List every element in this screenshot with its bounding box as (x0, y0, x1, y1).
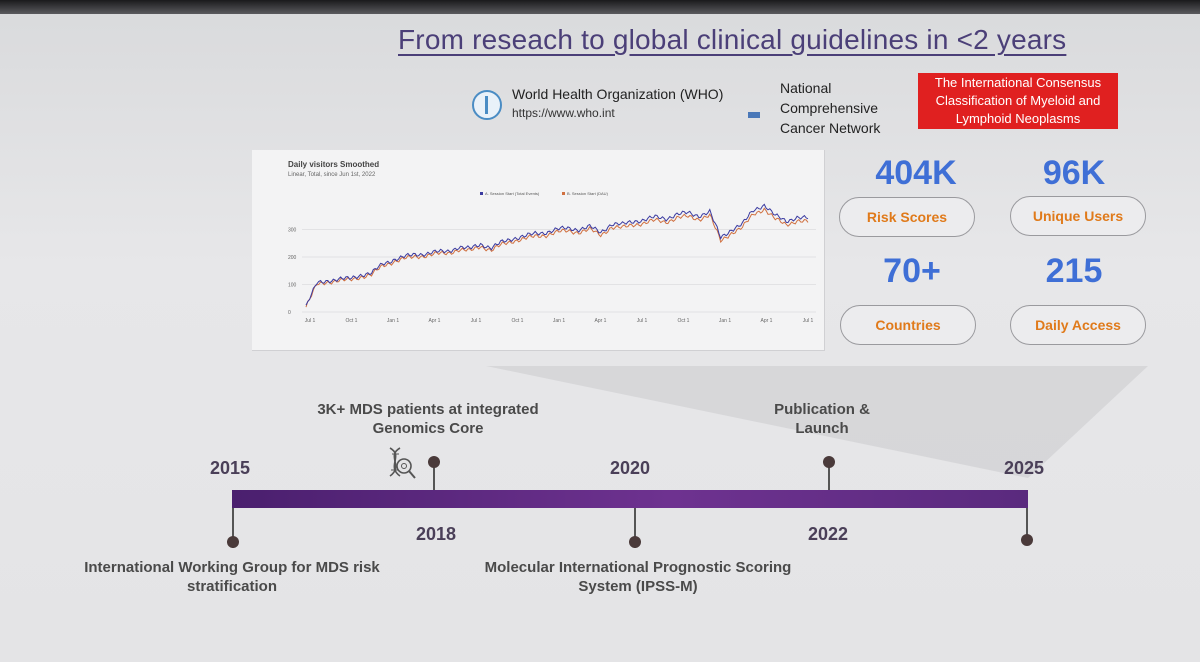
marker-stem-2020 (634, 508, 636, 548)
who-url: https://www.who.int (512, 106, 615, 120)
marker-dot-2022 (823, 456, 835, 468)
chart-panel: Daily visitors Smoothed Linear, Total, s… (252, 150, 825, 351)
stat-pill-countries: Countries (840, 305, 976, 345)
stat-value-countries: 70+ (883, 252, 941, 290)
stat-pill-daily-access: Daily Access (1010, 305, 1146, 345)
x-tick-label: Apr 1 (761, 318, 773, 324)
marker-dot-2018 (428, 456, 440, 468)
marker-dot-2015 (227, 536, 239, 548)
x-tick-label: Jul 1 (305, 318, 316, 324)
y-tick-label: 300 (288, 228, 297, 234)
marker-stem-2015 (232, 508, 234, 548)
stat-value-risk-scores: 404K (875, 154, 957, 192)
x-tick-label: Jul 1 (471, 318, 482, 324)
line-chart: 0 100 200 300 Jul 1 Oct 1 Jan 1 Apr 1 Jul 1 Oct 1… (288, 191, 816, 324)
event-ipss-m: Molecular International Prognostic Scori… (484, 559, 792, 595)
x-tick-label: Jul 1 (637, 318, 648, 324)
year-2020: 2020 (610, 458, 651, 478)
series-line (305, 207, 809, 308)
x-tick-label: Jan 1 (387, 318, 399, 324)
chart-title: Daily visitors Smoothed (288, 160, 380, 169)
marker-stem-2025 (1026, 508, 1028, 542)
who-emblem-icon (472, 90, 502, 120)
dna-search-icon (389, 447, 416, 479)
x-tick-label: Oct 1 (678, 318, 690, 324)
legend-label: B. Session Start (DAU) (567, 191, 609, 196)
y-tick-label: 200 (288, 255, 297, 261)
stat-label: Countries (875, 317, 941, 333)
timeline-bar (232, 490, 1028, 508)
event-publication-launch: Publication & Launch (774, 401, 870, 437)
stat-pill-unique-users: Unique Users (1010, 196, 1146, 236)
x-tick-label: Jul 1 (803, 318, 814, 324)
series-line (305, 203, 809, 306)
marker-dot-2025 (1021, 534, 1033, 546)
year-2015: 2015 (210, 458, 251, 478)
stat-label: Daily Access (1035, 317, 1121, 333)
stat-pill-risk-scores: Risk Scores (839, 197, 975, 237)
x-tick-label: Jan 1 (719, 318, 731, 324)
icc-text: The International Consensus Classificati… (934, 75, 1102, 126)
legend-label: A. Session Start (Total Events) (485, 191, 540, 196)
x-tick-label: Oct 1 (512, 318, 524, 324)
stat-label: Unique Users (1032, 208, 1124, 224)
nccn-logo-icon (748, 112, 760, 118)
marker-dot-2020 (629, 536, 641, 548)
stat-value-daily-access: 215 (1045, 252, 1103, 290)
stat-value-unique-users: 96K (1042, 154, 1106, 192)
icc-banner: The International Consensus Classificati… (918, 73, 1118, 129)
event-genomics-core: 3K+ MDS patients at integrated Genomics … (317, 401, 539, 437)
year-2018: 2018 (416, 524, 457, 544)
year-2022: 2022 (808, 524, 849, 544)
x-tick-label: Jan 1 (553, 318, 565, 324)
marker-stem-2022 (828, 464, 830, 490)
legend-swatch (562, 192, 565, 195)
x-tick-label: Oct 1 (346, 318, 358, 324)
x-tick-label: Apr 1 (595, 318, 607, 324)
x-tick-label: Apr 1 (429, 318, 441, 324)
legend-swatch (480, 192, 483, 195)
year-2025: 2025 (1004, 458, 1045, 478)
y-tick-label: 100 (288, 283, 297, 289)
y-tick-label: 0 (288, 310, 291, 316)
marker-stem-2018 (433, 464, 435, 490)
slide-title: From reseach to global clinical guidelin… (398, 24, 1067, 55)
event-iwg: International Working Group for MDS risk… (84, 559, 380, 595)
who-name: World Health Organization (WHO) (512, 86, 724, 102)
chart-subtitle: Linear, Total, since Jun 1st, 2022 (288, 172, 376, 178)
projector-screen-edge (0, 0, 1200, 14)
stat-label: Risk Scores (866, 209, 948, 225)
nccn-name: National Comprehensive Cancer Network (780, 80, 881, 136)
